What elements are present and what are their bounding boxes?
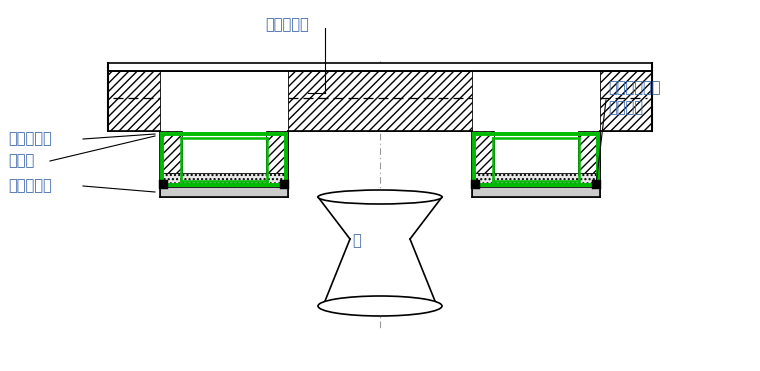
Bar bbox=[471, 180, 480, 189]
Text: 桶: 桶 bbox=[352, 233, 361, 249]
Bar bbox=[160, 131, 182, 173]
Bar bbox=[578, 131, 600, 173]
Bar bbox=[472, 173, 600, 187]
Polygon shape bbox=[318, 197, 442, 306]
Text: 遇水膊耈胶条: 遇水膊耈胶条 bbox=[608, 81, 660, 95]
Text: 绕桶一圈: 绕桶一圈 bbox=[608, 101, 643, 115]
Bar bbox=[160, 187, 288, 197]
Text: 防水层: 防水层 bbox=[8, 154, 34, 168]
Text: 附加防水层: 附加防水层 bbox=[8, 131, 52, 147]
Bar bbox=[472, 131, 494, 173]
Text: 附加防水层: 附加防水层 bbox=[8, 178, 52, 194]
Bar bbox=[280, 180, 289, 189]
Bar bbox=[108, 63, 652, 71]
Ellipse shape bbox=[318, 190, 442, 204]
Bar bbox=[472, 187, 600, 197]
Bar bbox=[108, 71, 160, 131]
Bar bbox=[160, 173, 288, 187]
Bar bbox=[600, 71, 652, 131]
Bar bbox=[266, 131, 288, 173]
Bar bbox=[159, 180, 168, 189]
Bar bbox=[592, 180, 601, 189]
Text: 桶受力钑筋: 桶受力钑筋 bbox=[265, 17, 309, 33]
Ellipse shape bbox=[318, 296, 442, 316]
Bar bbox=[288, 71, 472, 131]
